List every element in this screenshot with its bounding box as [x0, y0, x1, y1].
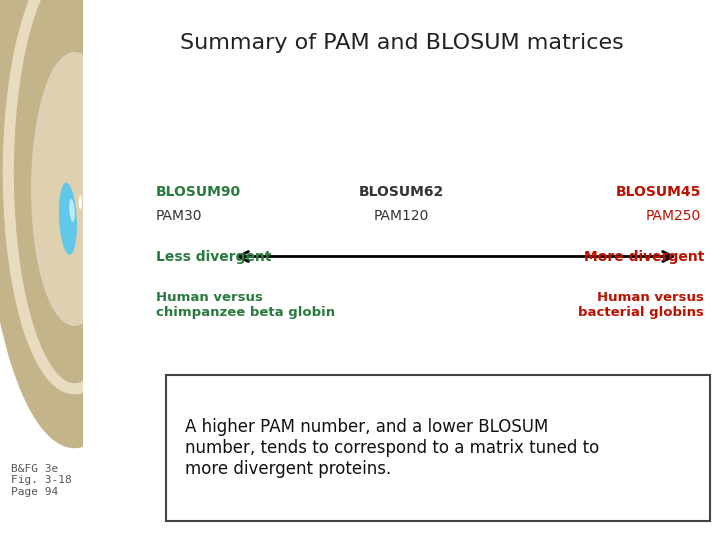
Text: BLOSUM62: BLOSUM62 [359, 185, 444, 199]
Ellipse shape [59, 183, 77, 255]
Text: Less divergent: Less divergent [156, 249, 271, 264]
Ellipse shape [33, 54, 116, 324]
Ellipse shape [69, 199, 75, 222]
Text: More divergent: More divergent [584, 249, 704, 264]
FancyBboxPatch shape [166, 375, 711, 521]
Text: B&FG 3e
Fig. 3-18
Page 94: B&FG 3e Fig. 3-18 Page 94 [11, 464, 72, 497]
Text: BLOSUM90: BLOSUM90 [156, 185, 241, 199]
Ellipse shape [0, 0, 166, 448]
Text: A higher PAM number, and a lower BLOSUM
number, tends to correspond to a matrix : A higher PAM number, and a lower BLOSUM … [185, 418, 599, 478]
Text: PAM30: PAM30 [156, 209, 202, 223]
Text: Human versus
bacterial globins: Human versus bacterial globins [578, 291, 704, 319]
Text: BLOSUM45: BLOSUM45 [616, 185, 701, 199]
Text: Human versus
chimpanzee beta globin: Human versus chimpanzee beta globin [156, 291, 336, 319]
Text: Summary of PAM and BLOSUM matrices: Summary of PAM and BLOSUM matrices [179, 33, 624, 53]
Text: PAM120: PAM120 [374, 209, 429, 223]
Text: PAM250: PAM250 [646, 209, 701, 223]
Ellipse shape [78, 195, 82, 209]
